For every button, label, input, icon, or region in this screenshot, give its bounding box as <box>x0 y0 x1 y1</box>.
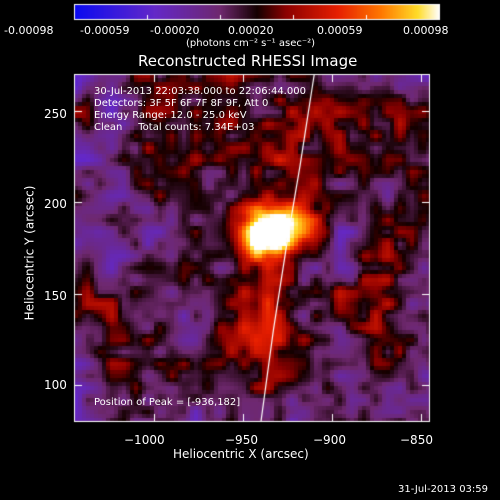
x-tick-label: −850 <box>400 433 433 447</box>
info-line: Detectors: 3F 5F 6F 7F 8F 9F, Att 0 <box>94 98 269 109</box>
y-tick-label: 200 <box>44 197 67 211</box>
colorbar-tick-label: -0.00098 <box>4 24 54 37</box>
peak-position-label: Position of Peak = [-936,182] <box>94 397 241 408</box>
image-title: Reconstructed RHESSI Image <box>138 52 358 70</box>
y-tick-label: 100 <box>44 378 67 392</box>
x-tick-label: −900 <box>313 433 346 447</box>
x-axis-title: Heliocentric X (arcsec) <box>173 447 309 461</box>
x-tick-label: −950 <box>225 433 258 447</box>
y-tick-label: 250 <box>44 107 67 121</box>
footer-date: 31-Jul-2013 03:59 <box>398 484 489 495</box>
colorbar-tick-label: 0.00098 <box>403 24 449 37</box>
info-line: Clean Total counts: 7.34E+03 <box>94 122 255 133</box>
x-tick-label: −1000 <box>124 433 165 447</box>
colorbar-unit-label: (photons cm⁻² s⁻¹ asec⁻²) <box>186 38 316 49</box>
info-line: 30-Jul-2013 22:03:38.000 to 22:06:44.000 <box>94 86 306 97</box>
colorbar-tick-label: -0.00020 <box>150 24 200 37</box>
colorbar-tick-label: 0.00059 <box>317 24 363 37</box>
colorbar-tick-label: -0.00059 <box>80 24 130 37</box>
y-tick-label: 150 <box>44 289 67 303</box>
colorbar-tick-label: 0.00020 <box>228 24 274 37</box>
y-axis-title: Heliocentric Y (arcsec) <box>22 185 37 321</box>
info-line: Energy Range: 12.0 - 25.0 keV <box>94 110 247 121</box>
